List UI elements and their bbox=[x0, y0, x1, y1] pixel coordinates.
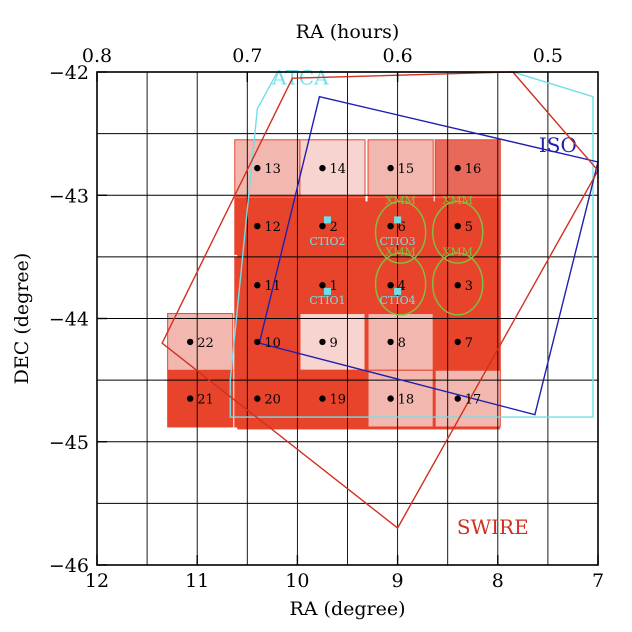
overlay-label-iso: ISO bbox=[539, 133, 577, 157]
x-tick-label: 9 bbox=[392, 570, 404, 592]
field-tile-2 bbox=[299, 197, 366, 255]
ctio-marker bbox=[323, 287, 331, 295]
x-axis-title: RA (degree) bbox=[289, 598, 405, 620]
field-dot-22 bbox=[186, 338, 194, 346]
ctio-marker bbox=[394, 287, 402, 295]
field-tile-22 bbox=[167, 313, 234, 371]
field-number-19: 19 bbox=[329, 393, 346, 408]
xmm-label: XMM bbox=[443, 194, 473, 207]
axes: 12 11 10 9 8 7−46−45−44−43−420.8 0.7 0.6 0.5RA (… bbox=[11, 21, 604, 620]
ctio-marker bbox=[394, 216, 402, 224]
top-tick-label: 0.7 bbox=[232, 45, 262, 67]
field-number-8: 8 bbox=[398, 336, 406, 351]
field-dot-8 bbox=[387, 338, 394, 346]
xmm-circle bbox=[431, 252, 484, 316]
field-number-1: 1 bbox=[329, 279, 337, 294]
top-tick-label: 0.5 bbox=[533, 45, 563, 67]
xmm-label: XMM bbox=[385, 246, 415, 259]
field-number-21: 21 bbox=[197, 393, 214, 408]
ctio-label: CTIO2 bbox=[309, 235, 345, 248]
field-dot-20 bbox=[254, 395, 261, 402]
field-number-12: 12 bbox=[264, 220, 281, 235]
field-number-2: 2 bbox=[329, 220, 337, 235]
top-tick-label: 0.8 bbox=[82, 45, 112, 67]
field-number-13: 13 bbox=[264, 162, 281, 177]
field-number-15: 15 bbox=[398, 162, 415, 177]
field-number-6: 6 bbox=[398, 220, 406, 235]
y-tick-label: −42 bbox=[49, 62, 89, 84]
field-dot-6 bbox=[387, 222, 394, 230]
x-tick-label: 11 bbox=[185, 570, 209, 592]
overlay-label-swire: SWIRE bbox=[457, 515, 529, 539]
field-dot-11 bbox=[254, 282, 261, 289]
field-dot-15 bbox=[387, 164, 394, 172]
ctio-label: CTIO3 bbox=[380, 235, 416, 248]
y-tick-label: −44 bbox=[49, 309, 89, 331]
field-number-11: 11 bbox=[264, 279, 281, 294]
x-tick-label: 7 bbox=[592, 570, 604, 592]
field-tile-15 bbox=[367, 139, 434, 197]
field-tile-5 bbox=[434, 197, 501, 255]
overlay-swire bbox=[161, 71, 599, 530]
y-tick-label: −46 bbox=[49, 555, 89, 577]
x-tick-label: 8 bbox=[492, 570, 504, 592]
ctio-marker bbox=[323, 216, 331, 224]
field-number-7: 7 bbox=[465, 336, 473, 351]
field-dot-9 bbox=[319, 338, 326, 346]
field-number-3: 3 bbox=[465, 279, 473, 294]
field-dot-2 bbox=[319, 222, 326, 230]
field-dot-7 bbox=[454, 338, 461, 346]
field-dot-17 bbox=[454, 395, 461, 402]
field-number-10: 10 bbox=[264, 336, 281, 351]
field-tile-11 bbox=[234, 256, 301, 315]
field-dot-3 bbox=[454, 282, 461, 289]
field-dot-21 bbox=[186, 395, 194, 402]
field-number-20: 20 bbox=[264, 393, 281, 408]
xmm-circle bbox=[431, 200, 484, 264]
grid bbox=[96, 71, 599, 566]
field-tile-13 bbox=[234, 139, 301, 197]
field-dot-13 bbox=[254, 164, 261, 172]
field-tile-14 bbox=[299, 139, 366, 197]
field-dot-12 bbox=[254, 222, 261, 230]
field-tile-6 bbox=[367, 197, 434, 255]
field-dot-14 bbox=[319, 164, 326, 172]
field-number-16: 16 bbox=[465, 162, 482, 177]
field-tile-3 bbox=[434, 256, 501, 315]
y-tick-label: −43 bbox=[49, 185, 89, 207]
overlay-iso bbox=[258, 95, 599, 416]
xmm-label: XMM bbox=[385, 194, 415, 207]
field-number-18: 18 bbox=[398, 393, 415, 408]
field-number-17: 17 bbox=[465, 393, 482, 408]
ctio-label: CTIO4 bbox=[380, 294, 416, 307]
field-number-5: 5 bbox=[465, 220, 473, 235]
field-tile-16 bbox=[434, 139, 501, 197]
field-tile-7 bbox=[434, 313, 501, 371]
y-axis-title: DEC (degree) bbox=[11, 253, 33, 385]
field-number-4: 4 bbox=[398, 279, 406, 294]
x-tick-label: 12 bbox=[85, 570, 109, 592]
field-dot-1 bbox=[319, 282, 326, 289]
field-tile-8 bbox=[367, 313, 434, 371]
field-number-22: 22 bbox=[197, 336, 214, 351]
field-dot-10 bbox=[254, 338, 261, 346]
xmm-circle bbox=[374, 252, 427, 316]
field-dot-18 bbox=[387, 395, 394, 402]
field-number-14: 14 bbox=[329, 162, 346, 177]
field-number-9: 9 bbox=[329, 336, 337, 351]
top-axis-title: RA (hours) bbox=[296, 21, 400, 43]
field-dot-16 bbox=[454, 164, 461, 172]
ctio-label: CTIO1 bbox=[309, 294, 345, 307]
field-dot-19 bbox=[319, 395, 326, 402]
field-tile-1 bbox=[299, 256, 366, 315]
top-tick-label: 0.6 bbox=[382, 45, 412, 67]
y-tick-label: −45 bbox=[49, 432, 89, 454]
xmm-circle bbox=[374, 200, 427, 264]
field-dot-5 bbox=[454, 222, 461, 230]
field-dot-4 bbox=[387, 282, 394, 289]
x-tick-label: 10 bbox=[285, 570, 309, 592]
xmm-label: XMM bbox=[443, 246, 473, 259]
